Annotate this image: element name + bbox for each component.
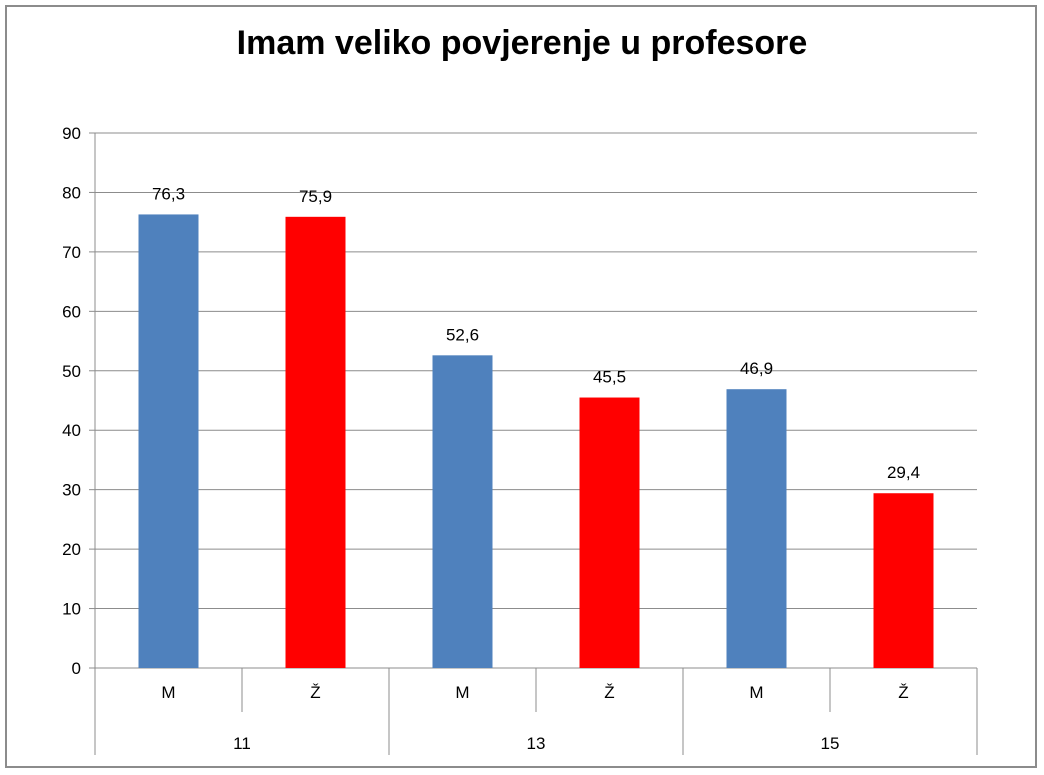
- bar-13-z: [579, 397, 640, 668]
- category-label: Ž: [604, 683, 614, 702]
- data-label: 76,3: [152, 184, 185, 203]
- bars: [138, 214, 934, 669]
- category-label: Ž: [310, 683, 320, 702]
- y-tick-label: 70: [62, 243, 81, 262]
- group-label: 13: [527, 734, 546, 753]
- data-label: 52,6: [446, 325, 479, 344]
- bar-15-z: [873, 493, 934, 668]
- axes: [89, 132, 978, 755]
- bar-13-m: [432, 355, 493, 668]
- y-tick-label: 50: [62, 362, 81, 381]
- y-tick-label: 0: [72, 659, 81, 678]
- y-tick-label: 90: [62, 124, 81, 143]
- category-label: M: [161, 683, 175, 702]
- y-tick-label: 10: [62, 600, 81, 619]
- y-tick-label: 60: [62, 302, 81, 321]
- y-tick-label: 30: [62, 481, 81, 500]
- chart-title: Imam veliko povjerenje u profesore: [236, 24, 808, 62]
- data-label: 29,4: [887, 463, 920, 482]
- data-label: 46,9: [740, 359, 773, 378]
- y-tick-label: 20: [62, 540, 81, 559]
- gridlines: [95, 132, 977, 610]
- category-label: M: [455, 683, 469, 702]
- group-label: 11: [233, 734, 251, 753]
- bar-11-z: [285, 216, 346, 669]
- y-tick-label: 40: [62, 421, 81, 440]
- bar-15-m: [726, 389, 787, 668]
- category-label: Ž: [898, 683, 908, 702]
- data-label: 75,9: [299, 187, 332, 206]
- category-label: M: [749, 683, 763, 702]
- group-label: 15: [821, 734, 840, 753]
- data-label: 45,5: [593, 368, 626, 387]
- y-tick-label: 80: [62, 183, 81, 202]
- labels: 0 10 20 30 40 50 60 70 80 90 76,3 M 75,9 Ž 52,6 M 45,5 Ž 4…: [62, 124, 920, 753]
- bar-11-m: [138, 214, 199, 668]
